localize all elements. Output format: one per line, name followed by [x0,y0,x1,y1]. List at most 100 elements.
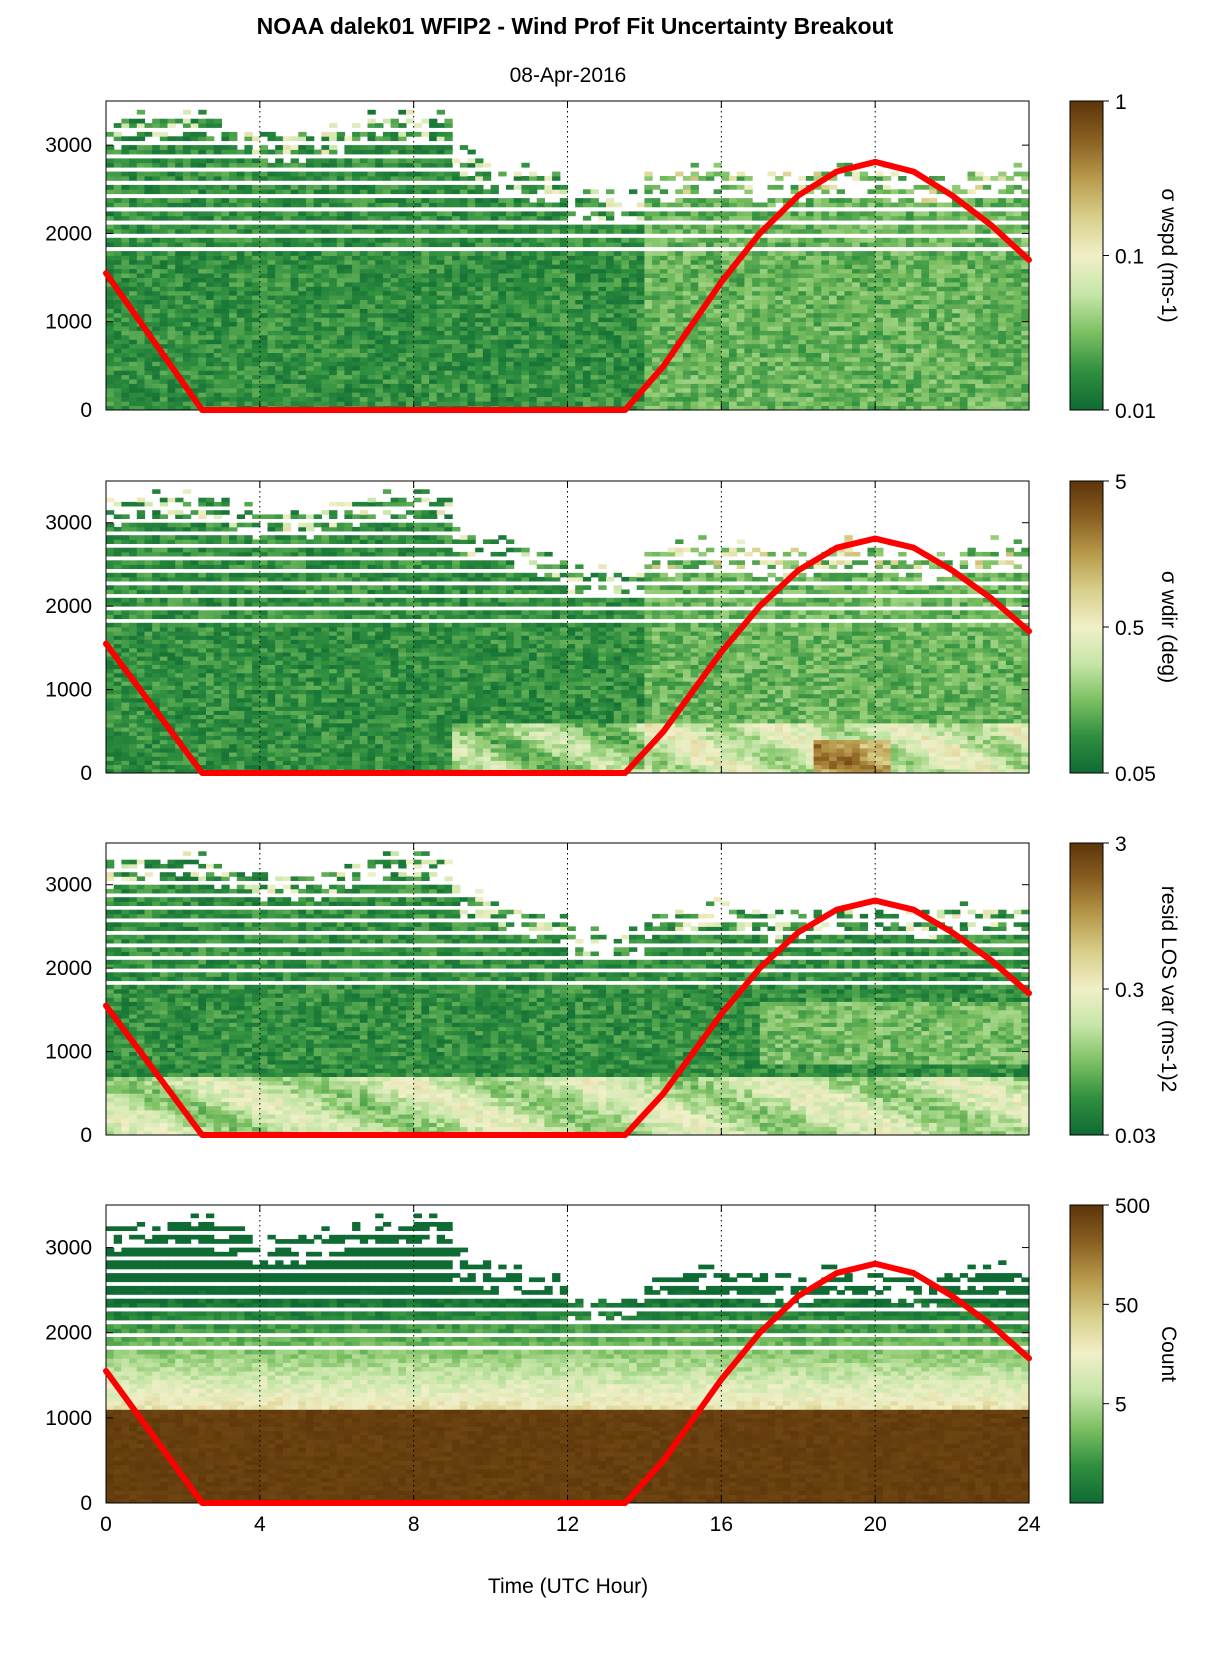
heatmap-cell [221,202,230,208]
heatmap-cell [229,335,238,340]
heatmap-cell [267,277,276,283]
heatmap-cell [329,176,338,181]
heatmap-cell [306,198,315,203]
heatmap-cell [713,251,722,256]
heatmap-cell [513,308,522,314]
heatmap-cell [875,326,884,331]
heatmap-cell [275,330,284,336]
heatmap-cell [275,308,284,314]
heatmap-cell [206,229,215,234]
heatmap-cell [790,352,799,358]
heatmap-cell [152,251,161,256]
heatmap-cell [406,145,415,150]
heatmap-cell [236,308,246,314]
heatmap-cell [213,229,222,234]
heatmap-cell [413,162,422,168]
heatmap-cell [644,211,653,217]
heatmap-cell [482,396,492,402]
heatmap-cell [659,215,669,221]
heatmap-cell [382,198,392,203]
heatmap-cell [382,202,392,208]
heatmap-cell [136,387,146,393]
heatmap-cell [206,149,215,155]
heatmap-cell [682,352,692,358]
heatmap-cell [798,383,807,389]
heatmap-cell [121,268,130,274]
heatmap-cell [729,282,738,287]
heatmap-cell [706,374,715,380]
heatmap-cell [467,326,476,331]
heatmap-cell [252,348,261,353]
heatmap-cell [136,357,146,362]
heatmap-cell [267,211,276,217]
heatmap-cell [413,251,422,256]
heatmap-cell [475,299,484,305]
heatmap-cell [321,282,330,287]
heatmap-cell [544,224,553,230]
heatmap-cell [721,383,730,389]
heatmap-cell [375,136,384,142]
heatmap-cell [775,370,784,376]
heatmap-cell [198,361,207,367]
heatmap-cell [359,401,369,406]
heatmap-cell [429,118,438,124]
heatmap-cell [859,264,869,270]
heatmap-cell [675,348,684,353]
heatmap-cell [706,202,715,208]
heatmap-cell [182,365,192,371]
heatmap-cell [644,405,653,411]
heatmap-cell [198,171,207,177]
heatmap-cell [667,405,676,411]
heatmap-cell [690,176,699,181]
heatmap-cell [213,387,222,393]
heatmap-cell [113,295,122,300]
heatmap-cell [352,198,361,203]
heatmap-cell [321,290,330,296]
heatmap-cell [298,229,307,234]
heatmap-cell [436,343,445,349]
heatmap-cell [713,352,722,358]
heatmap-cell [805,198,815,203]
heatmap-cell [752,405,761,411]
heatmap-cell [521,251,530,256]
heatmap-cell [129,162,138,168]
heatmap-cell [336,370,346,376]
heatmap-cell [821,282,830,287]
heatmap-cell [329,383,338,389]
heatmap-cell [282,162,292,168]
heatmap-cell [298,370,307,376]
heatmap-cell [459,357,469,362]
heatmap-cell [706,224,715,230]
heatmap-cell [567,255,576,261]
heatmap-cell [767,383,776,389]
heatmap-cell [121,202,130,208]
heatmap-cell [506,335,515,340]
heatmap-cell [682,339,692,345]
heatmap-cell [367,326,376,331]
heatmap-cell [175,308,184,314]
heatmap-cell [313,343,322,349]
heatmap-cell [498,264,507,270]
heatmap-cell [213,352,222,358]
heatmap-cell [867,379,876,384]
heatmap-cell [406,396,415,402]
heatmap-cell [575,374,584,380]
heatmap-cell [290,229,299,234]
heatmap-cell [436,131,445,137]
heatmap-cell [521,162,530,168]
heatmap-cell [644,198,653,203]
heatmap-cell [229,211,238,217]
heatmap-cell [544,268,553,274]
heatmap-cell [675,171,684,177]
heatmap-cell [159,396,169,402]
heatmap-cell [382,365,392,371]
heatmap-cell [367,123,376,128]
heatmap-cell [167,136,176,142]
heatmap-cell [698,251,707,256]
heatmap-cell [482,343,492,349]
heatmap-cell [167,286,176,292]
heatmap-cell [713,374,722,380]
heatmap-cell [752,392,761,398]
heatmap-cell [106,162,115,168]
heatmap-cell [659,405,669,411]
